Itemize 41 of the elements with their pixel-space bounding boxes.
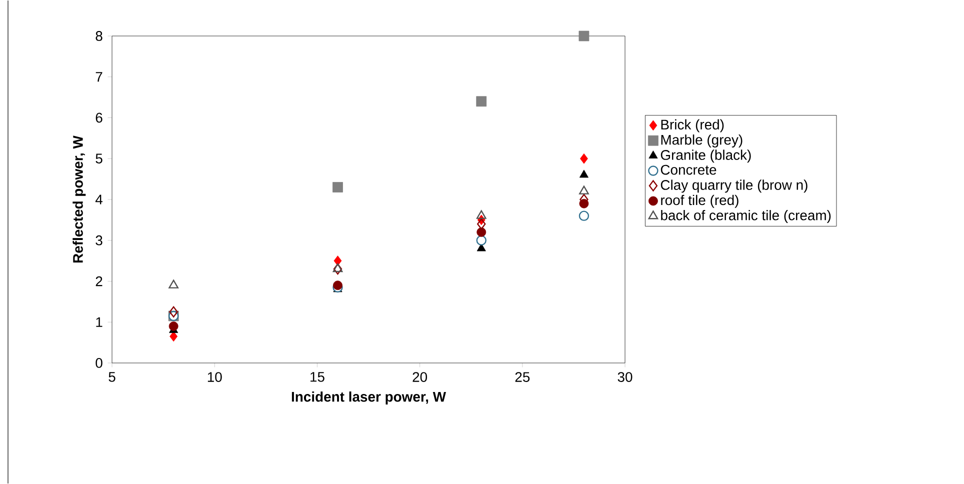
legend-label: roof tile (red) xyxy=(661,194,738,208)
x-tick-label: 15 xyxy=(310,372,324,382)
point xyxy=(333,263,342,275)
point xyxy=(580,153,588,164)
point xyxy=(579,186,589,194)
point xyxy=(334,256,342,266)
x-axis-title: Incident laser power, W xyxy=(292,391,446,404)
point xyxy=(476,210,486,219)
point xyxy=(332,263,343,272)
point xyxy=(476,227,486,237)
y-tick-label: 4 xyxy=(95,194,102,204)
point xyxy=(579,198,589,208)
y-tick-label: 1 xyxy=(96,317,102,327)
point xyxy=(168,280,178,288)
y-tick-label: 0 xyxy=(96,358,102,368)
legend-label: Granite (black) xyxy=(660,150,751,163)
point xyxy=(170,331,178,342)
y-tick-label: 2 xyxy=(96,276,102,286)
x-tick-label: 5 xyxy=(108,372,116,382)
y-axis-title: Reflected power, W xyxy=(72,136,86,262)
y-tick-label: 6 xyxy=(96,112,102,123)
y-tick-label: 3 xyxy=(96,235,102,246)
point xyxy=(476,96,487,107)
point xyxy=(168,322,178,331)
legend-label: Marble (grey) xyxy=(661,134,742,148)
point xyxy=(169,306,178,318)
legend-label: Concrete xyxy=(660,164,716,175)
point xyxy=(579,170,588,178)
y-tick-label: 5 xyxy=(96,154,102,164)
legend-label: Brick (red) xyxy=(661,119,724,132)
y-tick-label: 7 xyxy=(96,72,102,82)
point xyxy=(578,30,590,42)
x-tick-label: 20 xyxy=(412,372,428,382)
x-tick-label: 25 xyxy=(515,372,530,382)
y-tick-label: 8 xyxy=(96,31,102,41)
point xyxy=(332,182,343,192)
point xyxy=(578,210,590,221)
legend-label: back of ceramic tile (cream) xyxy=(661,210,831,224)
x-tick-label: 30 xyxy=(618,372,632,382)
x-tick-label: 10 xyxy=(208,372,222,382)
legend-label: Clay quarry tile (brow n) xyxy=(660,180,808,193)
